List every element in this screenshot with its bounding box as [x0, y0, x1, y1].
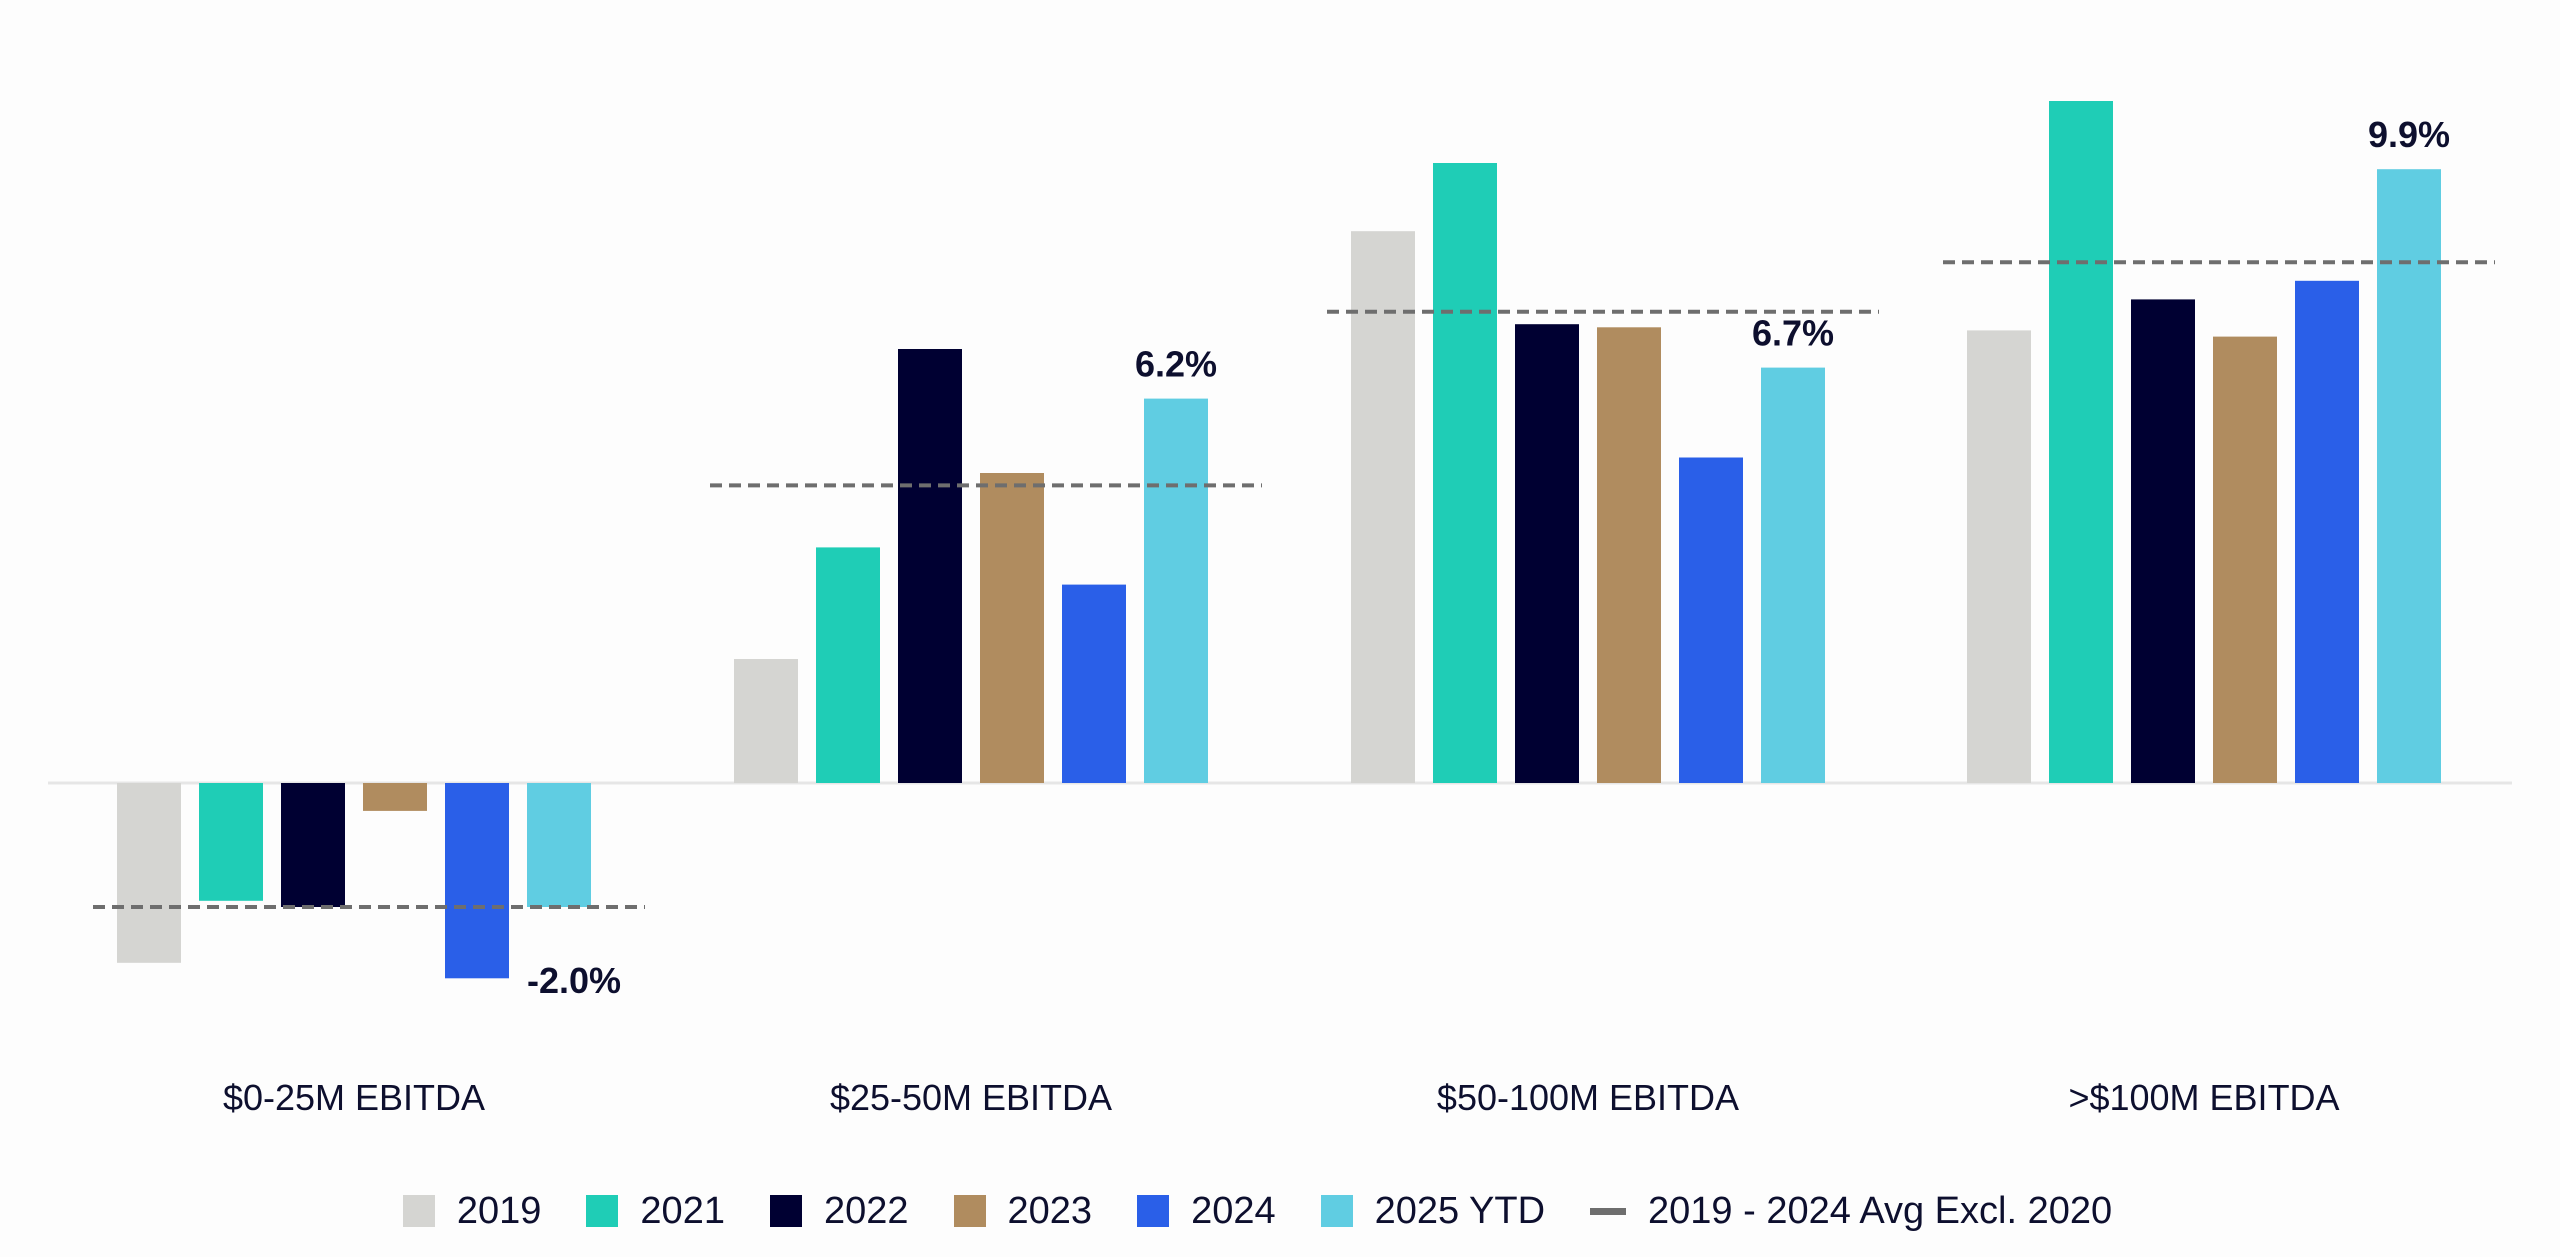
bar-2022-cat-2 — [1515, 324, 1579, 783]
legend-label: 2025 YTD — [1374, 1189, 1546, 1232]
legend-item-2023: 2023 — [953, 1189, 1093, 1233]
legend-label: 2021 — [640, 1189, 725, 1232]
bar-2019-cat-2 — [1351, 231, 1415, 783]
category-label-0: $0-25M EBITDA — [223, 1077, 485, 1118]
category-label-3: >$100M EBITDA — [2068, 1077, 2339, 1118]
bar-2025-ytd-cat-0 — [527, 783, 591, 907]
bar-2023-cat-2 — [1597, 327, 1661, 783]
legend-swatch-2019 — [402, 1195, 435, 1227]
bar-2025-ytd-cat-2 — [1761, 367, 1825, 783]
bar-chart: -2.0% 6.2% 6.7% 9.9% $0-25M EBITDA $25-50M EB… — [48, 101, 2512, 1118]
legend-swatch-2023 — [953, 1195, 986, 1227]
bar-2022-cat-3 — [2131, 299, 2195, 783]
bar-2023-cat-1 — [980, 473, 1044, 783]
bar-2021-cat-1 — [816, 547, 880, 783]
bar-2025-ytd-cat-3 — [2377, 169, 2441, 783]
legend-swatch-2024 — [1137, 1195, 1170, 1227]
bar-2024-cat-2 — [1679, 457, 1743, 783]
bar-2019-cat-0 — [117, 783, 181, 963]
legend-item-2021: 2021 — [586, 1190, 725, 1233]
legend-item-2019: 2019 — [402, 1189, 542, 1233]
legend-label: 2023 — [1007, 1189, 1093, 1232]
legend-label-average: 2019 - 2024 Avg Excl. 2020 — [1648, 1189, 2113, 1232]
legend-item-2025-ytd: 2025 YTD — [1320, 1189, 1546, 1233]
data-label-cat-3: 9.9% — [2368, 114, 2450, 155]
legend-swatch-2021 — [586, 1195, 619, 1227]
bar-2019-cat-3 — [1967, 330, 2031, 783]
legend-swatch-2022 — [769, 1195, 802, 1227]
legend-label: 2024 — [1191, 1189, 1276, 1232]
legend-swatch-average-line — [1590, 1207, 1627, 1215]
legend-item-2022: 2022 — [769, 1189, 909, 1233]
data-label-cat-2: 6.7% — [1752, 313, 1834, 354]
category-label-2: $50-100M EBITDA — [1437, 1077, 1739, 1118]
legend-item-average: 2019 - 2024 Avg Excl. 2020 — [1590, 1190, 2112, 1233]
bar-2022-cat-1 — [898, 349, 962, 783]
chart-legend: 2019 2021 2022 2023 2024 2025 YTD 2019 -… — [0, 1185, 2560, 1237]
legend-item-2024: 2024 — [1137, 1190, 1276, 1233]
bar-2021-cat-2 — [1433, 163, 1497, 783]
bar-2024-cat-3 — [2295, 280, 2359, 783]
legend-swatch-2025-ytd — [1320, 1195, 1353, 1227]
data-label-cat-0: -2.0% — [527, 960, 621, 1001]
bar-2025-ytd-cat-1 — [1144, 398, 1208, 783]
legend-label: 2022 — [823, 1189, 909, 1232]
legend-label: 2019 — [456, 1189, 542, 1232]
bar-2024-cat-0 — [445, 783, 509, 979]
bar-2019-cat-1 — [734, 659, 798, 783]
bar-2021-cat-0 — [199, 783, 263, 901]
bar-2021-cat-3 — [2049, 101, 2113, 783]
category-label-1: $25-50M EBITDA — [830, 1077, 1112, 1118]
bar-2024-cat-1 — [1062, 584, 1126, 783]
bar-2022-cat-0 — [281, 783, 345, 907]
bar-2023-cat-3 — [2213, 336, 2277, 783]
bar-2023-cat-0 — [363, 783, 427, 811]
data-label-cat-1: 6.2% — [1135, 344, 1217, 385]
